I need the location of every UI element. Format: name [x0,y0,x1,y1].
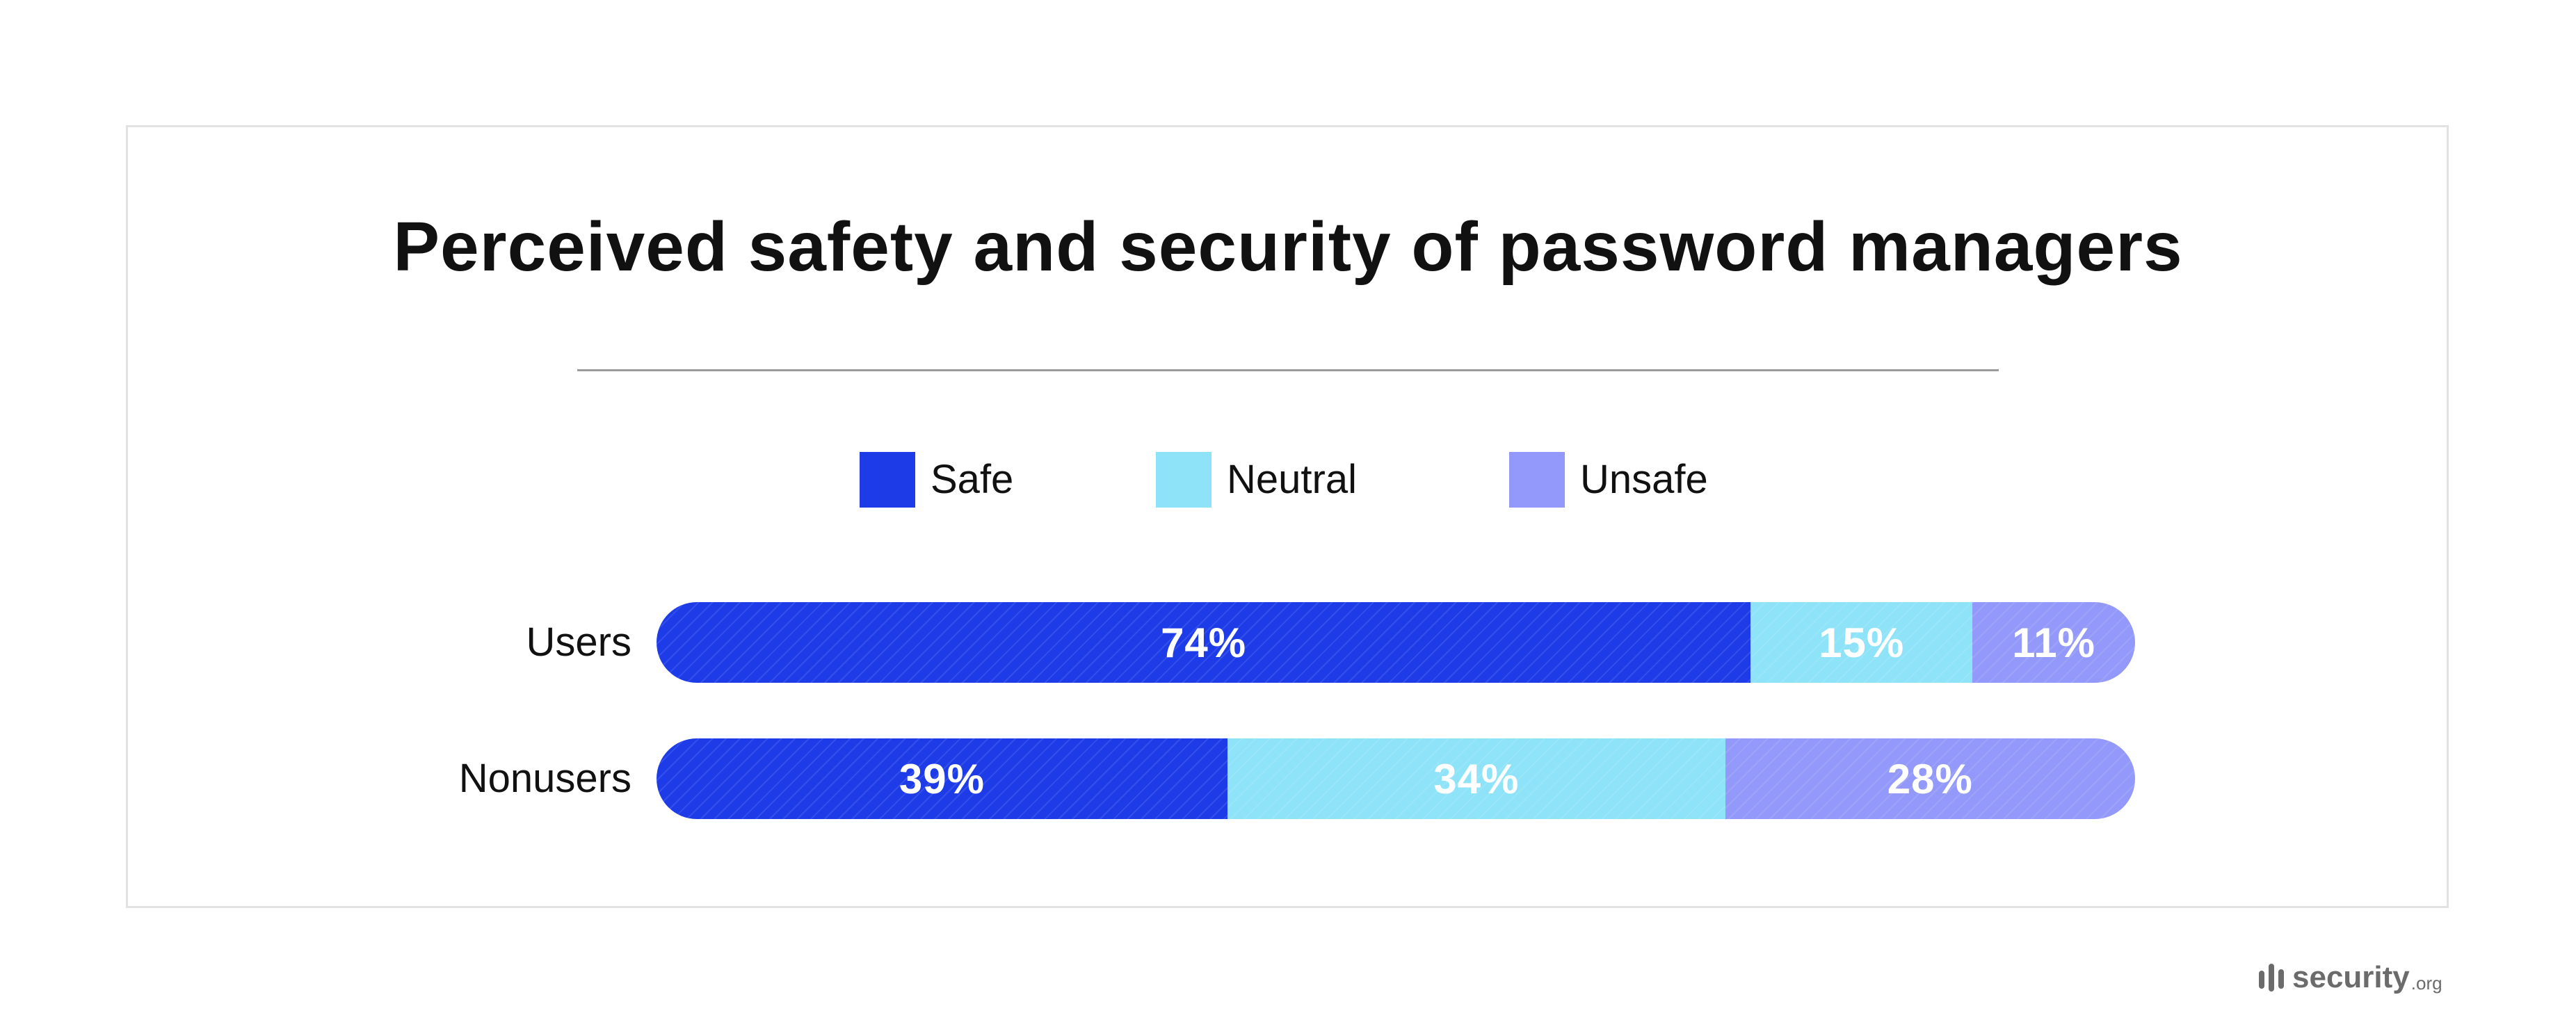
bar-nonusers: 39% 34% 28% [657,738,2135,819]
bar-segment-nonusers-unsafe: 28% [1725,738,2135,819]
brand-logo: security .org [2259,955,2442,997]
bar-segment-users-neutral: 15% [1750,602,1973,683]
legend-label-unsafe: Unsafe [1580,457,1708,502]
title-divider [577,369,1999,371]
legend-swatch-safe [860,452,915,508]
data-label-nonusers-neutral: 34% [1433,755,1520,802]
chart-title: Perceived safety and security of passwor… [393,208,2183,286]
bar-segment-users-unsafe: 11% [1972,602,2135,683]
signal-bars-icon [2259,964,2284,992]
legend-label-safe: Safe [931,457,1014,502]
bar-segment-nonusers-neutral: 34% [1227,738,1725,819]
legend-item-safe: Safe [860,452,1013,508]
legend-item-neutral: Neutral [1156,452,1357,508]
brand-tld: .org [2410,973,2442,994]
data-label-users-unsafe: 11% [2012,619,2095,666]
brand-name: security [2292,960,2410,994]
legend-swatch-unsafe [1509,452,1565,508]
bar-segment-nonusers-safe: 39% [657,738,1227,819]
legend-label-neutral: Neutral [1227,457,1357,502]
bar-users: 74% 15% 11% [657,602,2135,683]
legend-swatch-neutral [1156,452,1211,508]
row-label-nonusers: Nonusers [458,756,631,801]
bar-segment-users-safe: 74% [657,602,1751,683]
legend-item-unsafe: Unsafe [1509,452,1708,508]
row-label-users: Users [526,620,631,665]
data-label-users-neutral: 15% [1819,619,1905,666]
data-label-nonusers-unsafe: 28% [1887,755,1973,802]
data-label-nonusers-safe: 39% [899,755,985,802]
data-label-users-safe: 74% [1161,619,1247,666]
